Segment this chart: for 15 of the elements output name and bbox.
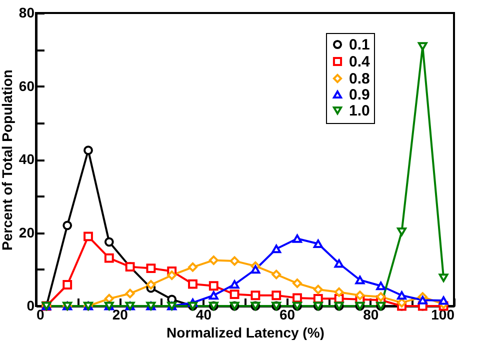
x-tick-label: 80: [363, 306, 379, 322]
y-tick-label: 20: [18, 224, 35, 240]
x-tick-label: 20: [112, 306, 128, 322]
x-tick-label: 60: [280, 306, 296, 322]
y-axis-title: Percent of Total Population: [0, 70, 15, 250]
legend-label: 0.4: [349, 54, 371, 70]
x-tick-label: 40: [196, 306, 212, 322]
x-tick-label: 100: [431, 306, 455, 322]
legend-label: 0.8: [349, 70, 370, 88]
legend-label: 0.9: [349, 86, 370, 104]
y-tick-label: 60: [18, 78, 35, 94]
legend-label: 0.1: [349, 36, 370, 54]
legend-label: 1.0: [349, 102, 370, 120]
y-tick-label: 40: [18, 151, 35, 167]
y-tick-label: 80: [18, 4, 35, 20]
